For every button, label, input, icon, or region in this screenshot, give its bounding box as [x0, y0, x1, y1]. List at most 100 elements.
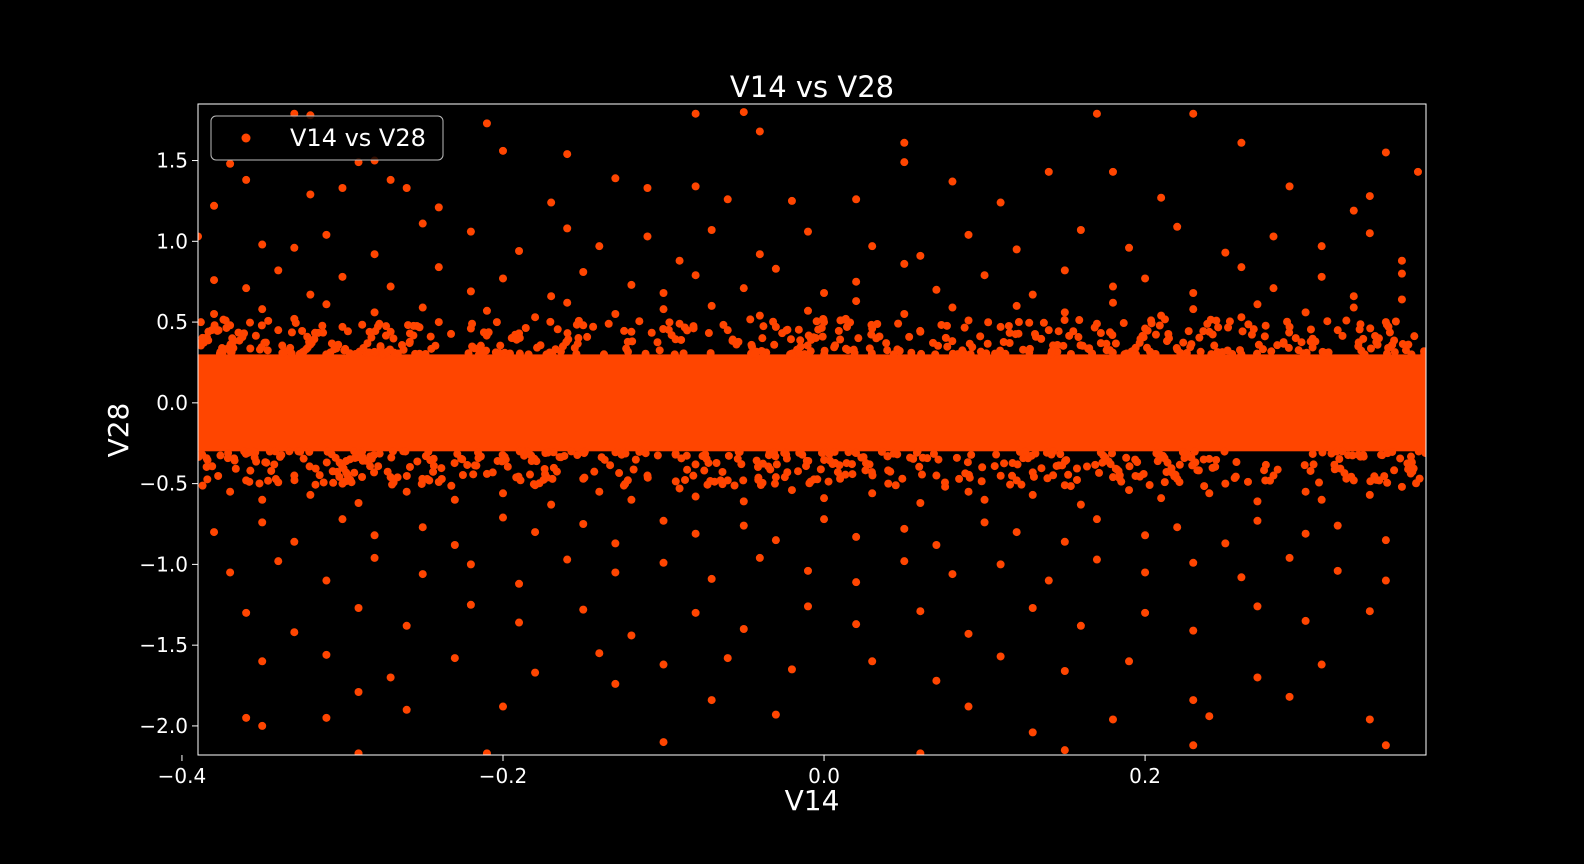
scatter-point — [1308, 449, 1317, 458]
scatter-point — [627, 280, 636, 289]
scatter-point — [1141, 608, 1150, 617]
scatter-point — [787, 665, 796, 674]
scatter-point — [572, 349, 581, 358]
scatter-point — [476, 341, 485, 350]
scatter-point — [659, 325, 668, 334]
scatter-point — [1184, 452, 1193, 461]
scatter-point — [615, 469, 624, 478]
scatter-point — [498, 489, 507, 498]
scatter-point — [852, 277, 861, 286]
scatter-point — [1108, 282, 1117, 291]
scatter-point — [1356, 320, 1365, 329]
scatter-point — [264, 476, 273, 485]
scatter-point — [334, 340, 343, 349]
scatter-point — [730, 481, 739, 490]
scatter-point — [335, 472, 344, 481]
legend-label: V14 vs V28 — [290, 124, 426, 152]
scatter-point — [466, 227, 475, 236]
scatter-point — [1212, 455, 1221, 464]
scatter-point — [1060, 667, 1069, 675]
scatter-point — [980, 495, 989, 504]
scatter-point — [505, 349, 514, 358]
scatter-point — [1410, 332, 1419, 341]
scatter-point — [311, 480, 320, 489]
scatter-point — [1210, 341, 1219, 350]
scatter-point — [1147, 316, 1156, 325]
scatter-point — [1253, 516, 1262, 525]
scatter-point — [852, 448, 861, 457]
scatter-point — [1237, 573, 1246, 582]
scatter-point — [1308, 343, 1317, 352]
scatter-point — [647, 328, 656, 337]
scatter-point — [1060, 266, 1069, 275]
scatter-point — [1300, 461, 1309, 470]
scatter-point — [563, 224, 572, 233]
scatter-point — [1381, 148, 1390, 157]
scatter-point — [691, 182, 700, 191]
scatter-point — [718, 467, 727, 476]
scatter-point — [271, 475, 280, 484]
scatter-point — [287, 328, 296, 337]
scatter-point — [1141, 324, 1150, 333]
scatter-point — [1291, 334, 1300, 343]
scatter-point — [290, 314, 299, 323]
scatter-point — [404, 321, 413, 330]
scatter-point — [1220, 447, 1229, 456]
scatter-point — [1244, 320, 1253, 329]
scatter-point — [518, 447, 527, 456]
scatter-point — [659, 516, 668, 525]
scatter-point — [311, 464, 320, 473]
scatter-point — [258, 240, 267, 249]
scatter-point — [1413, 167, 1422, 176]
scatter-point — [1108, 331, 1117, 340]
scatter-point — [434, 263, 443, 272]
scatter-point — [469, 470, 478, 479]
scatter-point — [413, 350, 422, 359]
scatter-point — [753, 462, 762, 471]
scatter-point — [820, 346, 829, 355]
scatter-point — [418, 570, 427, 579]
scatter-point — [226, 159, 235, 168]
scatter-point — [884, 466, 893, 475]
scatter-point — [1075, 316, 1084, 325]
scatter-point — [635, 317, 644, 326]
scatter-point — [976, 347, 985, 356]
scatter-point — [1141, 531, 1150, 540]
scatter-point — [1269, 284, 1278, 293]
scatter-point — [631, 455, 640, 464]
scatter-point — [739, 476, 748, 485]
scatter-point — [1269, 471, 1278, 480]
scatter-point — [258, 305, 267, 314]
scatter-point — [1414, 447, 1423, 456]
scatter-point — [953, 350, 962, 359]
scatter-point — [261, 458, 270, 467]
scatter-point — [948, 177, 957, 186]
scatter-point — [701, 450, 710, 459]
scatter-point — [689, 322, 698, 331]
scatter-point — [450, 654, 459, 663]
scatter-point — [734, 447, 743, 456]
scatter-point — [913, 447, 922, 456]
y-tick-label: −2.0 — [139, 714, 188, 738]
scatter-point — [817, 448, 826, 457]
scatter-point — [941, 333, 950, 342]
scatter-point — [343, 327, 352, 336]
scatter-point — [759, 322, 768, 331]
scatter-point — [1160, 478, 1169, 487]
scatter-point — [1221, 248, 1230, 257]
scatter-point — [1004, 321, 1013, 330]
scatter-point — [470, 344, 479, 353]
scatter-point — [1365, 229, 1374, 238]
scatter-point — [338, 184, 347, 192]
scatter-point — [322, 650, 331, 659]
scatter-point — [1108, 473, 1117, 482]
scatter-point — [1157, 311, 1166, 320]
scatter-point — [943, 342, 952, 351]
scatter-point — [1269, 232, 1278, 241]
scatter-point — [525, 470, 534, 479]
scatter-point — [202, 462, 211, 471]
scatter-point — [1064, 470, 1073, 479]
scatter-point — [937, 320, 946, 329]
scatter-point — [739, 108, 748, 117]
scatter-point — [848, 470, 857, 479]
